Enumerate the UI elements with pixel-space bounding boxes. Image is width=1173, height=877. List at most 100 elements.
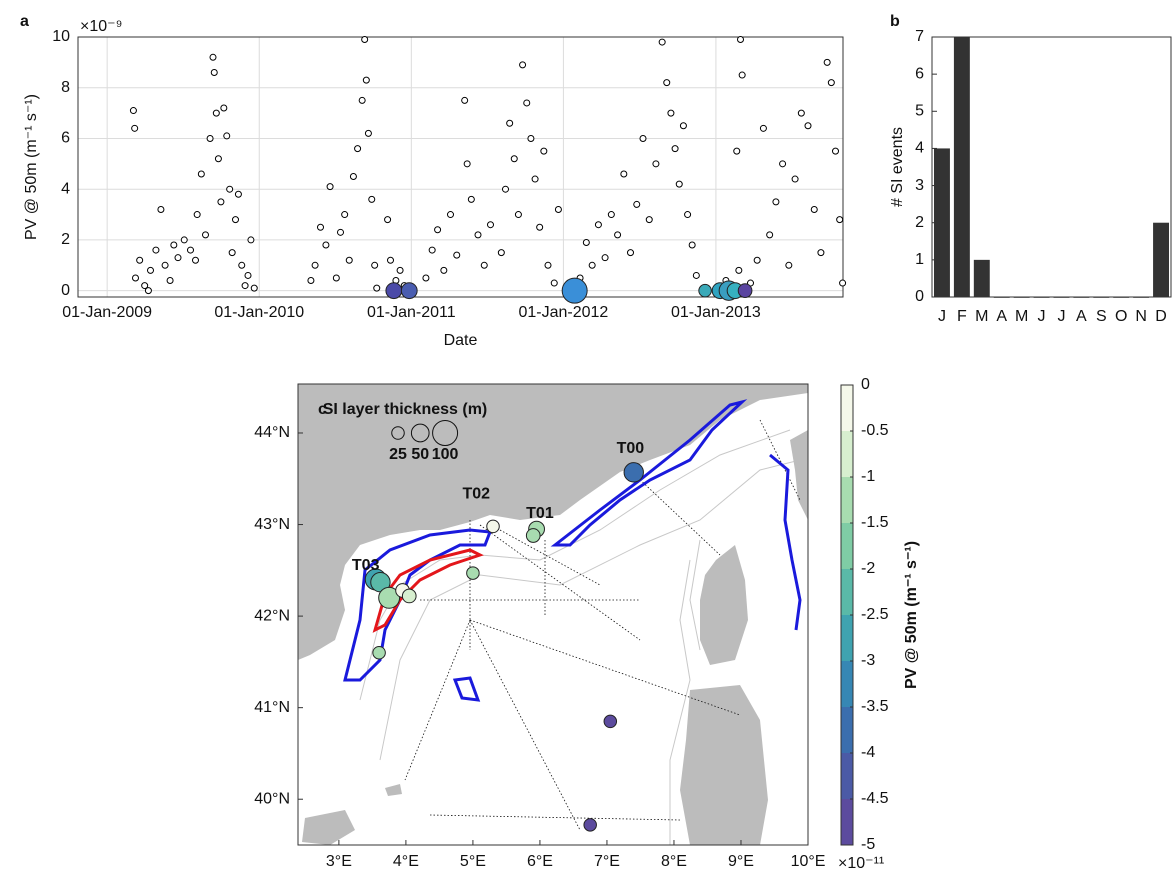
red-contour	[372, 548, 484, 633]
annotation: T02	[462, 486, 490, 503]
point	[322, 241, 330, 249]
si-event	[372, 645, 386, 660]
point	[823, 58, 831, 66]
point	[480, 261, 488, 269]
point	[387, 256, 394, 264]
point	[474, 231, 482, 239]
point	[652, 160, 660, 168]
point	[839, 279, 847, 287]
y-tick-label: 0	[61, 282, 70, 299]
point	[620, 170, 628, 178]
point	[170, 241, 178, 249]
point	[582, 238, 590, 246]
point	[759, 124, 767, 132]
point	[753, 256, 761, 264]
point	[141, 282, 149, 290]
colorbar-tick-label: 0	[861, 376, 870, 393]
annotation: T00	[617, 440, 645, 457]
point	[540, 147, 548, 155]
point	[174, 254, 182, 262]
point	[627, 249, 634, 257]
colorbar-tick-label: -2	[861, 560, 875, 577]
si-event	[737, 283, 753, 299]
point	[810, 205, 818, 213]
size-legend-label: 50	[411, 446, 429, 463]
point	[766, 231, 774, 239]
colorbar-swatch	[841, 523, 853, 569]
point	[692, 271, 700, 279]
colorbar-swatch	[841, 431, 853, 477]
point	[519, 61, 527, 69]
point	[461, 96, 469, 104]
land-mallorca	[302, 810, 355, 845]
point	[434, 226, 442, 234]
colorbar-tick-label: -0.5	[861, 422, 889, 439]
point	[349, 173, 357, 181]
point	[658, 38, 666, 46]
colorbar-tick-label: -2.5	[861, 606, 889, 623]
point	[326, 183, 334, 191]
point	[161, 261, 169, 269]
panel-label: c	[318, 401, 327, 418]
x-tick-label: S	[1096, 308, 1107, 325]
point	[147, 266, 154, 274]
point	[832, 147, 839, 155]
colorbar-swatch	[841, 799, 853, 845]
point	[497, 249, 505, 257]
si-event	[378, 586, 401, 609]
point	[827, 79, 835, 87]
point	[797, 109, 805, 117]
x-tick-label: J	[1057, 308, 1065, 325]
point	[791, 175, 799, 183]
x-tick-label: 01-Jan-2011	[367, 304, 456, 321]
point	[510, 155, 518, 163]
point	[601, 254, 609, 262]
x-tick-label: 4°E	[393, 853, 419, 870]
y-tick-label: 10	[52, 28, 70, 45]
size-legend-circle	[432, 420, 459, 446]
point	[779, 160, 787, 168]
y-tick-label: 0	[915, 288, 924, 305]
colorbar-swatch	[841, 661, 853, 707]
point	[772, 198, 780, 206]
x-tick-label: 01-Jan-2013	[671, 304, 761, 321]
size-legend-label: 100	[432, 446, 459, 463]
y-tick-label: 2	[61, 231, 70, 248]
x-tick-label: 7°E	[594, 853, 620, 870]
point	[733, 147, 741, 155]
point	[311, 261, 319, 269]
point	[675, 180, 683, 188]
size-legend-circle	[391, 426, 405, 440]
x-tick-label: 10°E	[791, 853, 826, 870]
point	[197, 170, 205, 178]
point	[447, 211, 454, 219]
y-exponent: ×10⁻⁹	[80, 18, 122, 35]
point	[588, 261, 596, 269]
axes-frame	[77, 36, 844, 298]
si-event	[603, 714, 618, 729]
si-event	[385, 282, 403, 300]
y-tick-label: 42°N	[254, 607, 290, 624]
size-legend-label: 25	[389, 446, 407, 463]
y-tick-label: 4	[61, 180, 70, 197]
si-event	[698, 283, 712, 298]
point	[396, 266, 404, 274]
point	[785, 261, 793, 269]
point	[131, 124, 139, 132]
point	[166, 277, 174, 285]
x-tick-label: O	[1115, 308, 1127, 325]
point	[514, 211, 522, 219]
point	[241, 282, 249, 290]
y-tick-label: 8	[61, 79, 70, 96]
land-mainland	[298, 384, 808, 660]
point	[836, 216, 844, 224]
point	[247, 236, 255, 244]
si-event	[525, 528, 541, 543]
y-tick-label: 4	[915, 140, 924, 157]
point	[234, 190, 242, 198]
point	[192, 256, 199, 264]
point	[531, 175, 539, 183]
point	[737, 36, 744, 44]
x-tick-label: 01-Jan-2010	[214, 304, 304, 321]
y-tick-label: 41°N	[254, 699, 290, 716]
